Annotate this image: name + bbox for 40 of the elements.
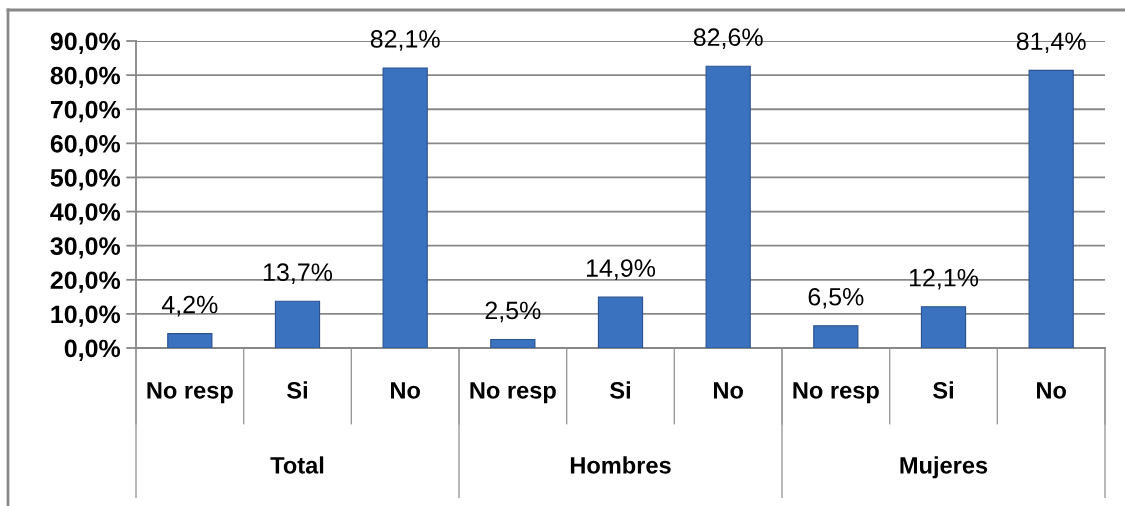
- data-label: 81,4%: [1016, 32, 1086, 54]
- y-tick-label: 90,0%: [50, 32, 121, 54]
- bar: [705, 65, 751, 348]
- y-tick-label: 40,0%: [50, 203, 121, 225]
- data-label: 13,7%: [263, 263, 333, 284]
- x-tick-label: No: [1037, 382, 1066, 399]
- bar: [597, 296, 644, 348]
- y-tick-label: 50,0%: [50, 169, 121, 191]
- bar: [920, 306, 967, 348]
- data-label: 12,1%: [909, 268, 979, 290]
- x-tick-label: No resp: [793, 382, 879, 404]
- x-tick-label: Si: [933, 381, 953, 399]
- bar: [813, 325, 859, 348]
- bar: [382, 67, 428, 348]
- data-label: 4,2%: [161, 295, 218, 317]
- data-label: 82,6%: [693, 28, 763, 49]
- x-tick-label: No: [391, 382, 420, 399]
- y-tick-label: 30,0%: [50, 237, 121, 259]
- bar: [490, 338, 536, 348]
- x-tick-label: Si: [610, 381, 630, 399]
- x-tick-label: No resp: [470, 382, 556, 404]
- text: Total: [270, 456, 324, 474]
- text: Mujeres: [900, 456, 988, 479]
- x-tick-label: Si: [287, 381, 307, 399]
- bar: [274, 300, 321, 348]
- bar: [1028, 69, 1074, 348]
- text: Hombres: [570, 456, 671, 474]
- y-tick-label: 80,0%: [50, 66, 121, 89]
- y-tick-label: 70,0%: [50, 100, 121, 123]
- data-label: 14,9%: [586, 259, 656, 280]
- y-tick-label: 20,0%: [50, 271, 121, 293]
- data-label: 2,5%: [485, 301, 541, 323]
- data-label: 82,1%: [370, 30, 440, 51]
- y-tick-label: 60,0%: [50, 134, 121, 157]
- y-tick-label: 10,0%: [51, 305, 121, 327]
- bar: [167, 333, 213, 348]
- x-tick-label: No: [714, 382, 743, 399]
- y-tick-label: 0,0%: [64, 339, 121, 361]
- data-label: 6,5%: [808, 287, 864, 309]
- x-tick-label: No resp: [147, 382, 233, 404]
